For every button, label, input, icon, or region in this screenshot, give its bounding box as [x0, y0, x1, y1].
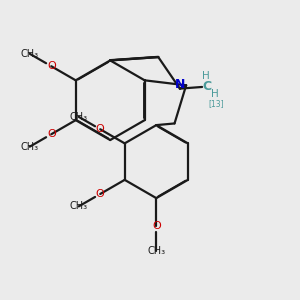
Text: CH₃: CH₃: [70, 201, 88, 212]
Text: CH₃: CH₃: [21, 49, 39, 59]
Text: CH₃: CH₃: [70, 112, 88, 122]
Text: O: O: [47, 61, 56, 71]
Text: O: O: [47, 129, 56, 139]
Text: CH₃: CH₃: [147, 246, 165, 256]
Text: CH₃: CH₃: [21, 142, 39, 152]
Text: N: N: [175, 78, 185, 91]
Text: O: O: [96, 189, 105, 199]
Text: C: C: [202, 80, 211, 93]
Text: O: O: [152, 221, 161, 231]
Text: H: H: [212, 89, 219, 99]
Text: [13]: [13]: [208, 99, 224, 108]
Text: O: O: [96, 124, 105, 134]
Text: H: H: [202, 71, 209, 81]
